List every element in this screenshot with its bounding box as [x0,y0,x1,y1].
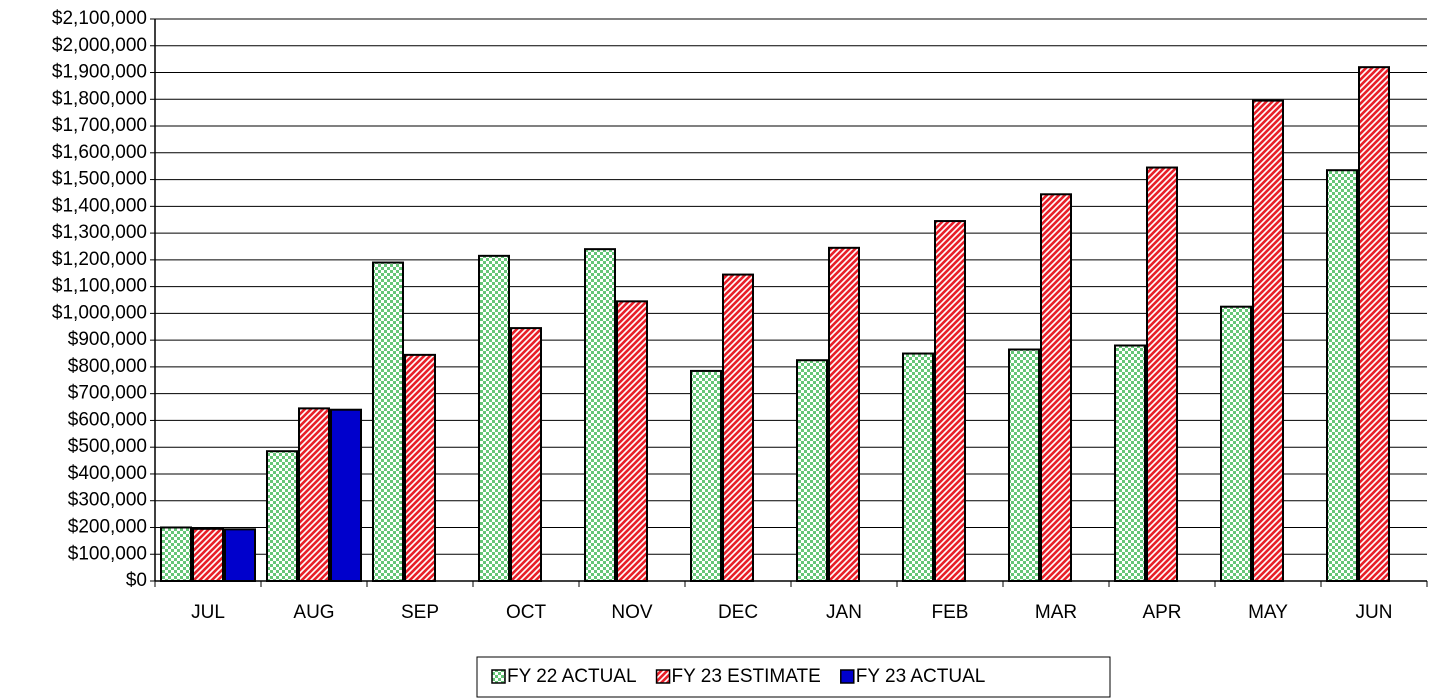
legend-swatch [655,669,671,684]
bar [330,408,362,582]
y-tick-label: $1,100,000 [52,276,147,297]
bar [584,248,616,582]
y-tick-label: $1,400,000 [52,195,147,216]
bar [1220,305,1252,582]
legend-label: FY 23 ACTUAL [856,666,986,687]
y-tick-label: $1,700,000 [52,115,147,136]
legend-label: FY 22 ACTUAL [507,666,637,687]
bar [510,327,542,582]
y-tick-label: $2,100,000 [52,8,147,29]
x-tick-label: DEC [718,602,758,623]
bar [372,261,404,582]
bar [1040,193,1072,583]
y-tick-label: $1,000,000 [52,302,147,323]
x-tick-label: MAY [1248,602,1288,623]
bar [1146,166,1178,582]
x-tick-label: SEP [401,602,439,623]
y-tick-label: $1,200,000 [52,249,147,270]
bar [266,450,298,583]
x-tick-label: APR [1142,602,1181,623]
bar [828,246,860,582]
bar [404,353,436,582]
x-tick-label: JUL [191,602,225,623]
y-tick-label: $900,000 [68,329,147,350]
bar [616,300,648,582]
bar [192,527,224,582]
y-tick-label: $300,000 [68,490,147,511]
bar [902,352,934,582]
x-tick-label: JAN [826,602,862,623]
bar [796,359,828,583]
bar [722,273,754,582]
y-tick-label: $1,900,000 [52,62,147,83]
bar [1114,344,1146,582]
y-tick-label: $1,800,000 [52,88,147,109]
bar [1326,169,1358,582]
legend-swatch [491,669,506,684]
y-tick-label: $600,000 [68,409,147,430]
bar [690,369,722,582]
bar [1358,66,1390,582]
x-tick-label: JUN [1356,602,1393,623]
y-tick-label: $400,000 [68,463,147,484]
bar [478,254,510,582]
legend-swatch [840,669,855,684]
x-tick-label: FEB [932,602,969,623]
bar [1252,99,1284,582]
y-tick-label: $100,000 [68,543,147,564]
y-tick-label: $0 [126,570,147,591]
bar [224,528,256,583]
bar [934,220,966,583]
bar [298,407,330,582]
y-tick-label: $1,300,000 [52,222,147,243]
y-tick-label: $200,000 [68,516,147,537]
bar [1008,348,1040,582]
x-tick-label: NOV [611,602,653,623]
x-tick-label: AUG [293,602,334,623]
y-tick-label: $800,000 [68,356,147,377]
x-tick-label: OCT [506,602,547,623]
y-tick-label: $500,000 [68,436,147,457]
y-tick-label: $1,600,000 [52,142,147,163]
x-tick-label: MAR [1035,602,1077,623]
legend [476,656,1111,698]
y-tick-label: $1,500,000 [52,169,147,190]
bar [160,526,192,583]
legend-label: FY 23 ESTIMATE [672,666,821,687]
y-tick-label: $2,000,000 [52,35,147,56]
y-tick-label: $700,000 [68,383,147,404]
